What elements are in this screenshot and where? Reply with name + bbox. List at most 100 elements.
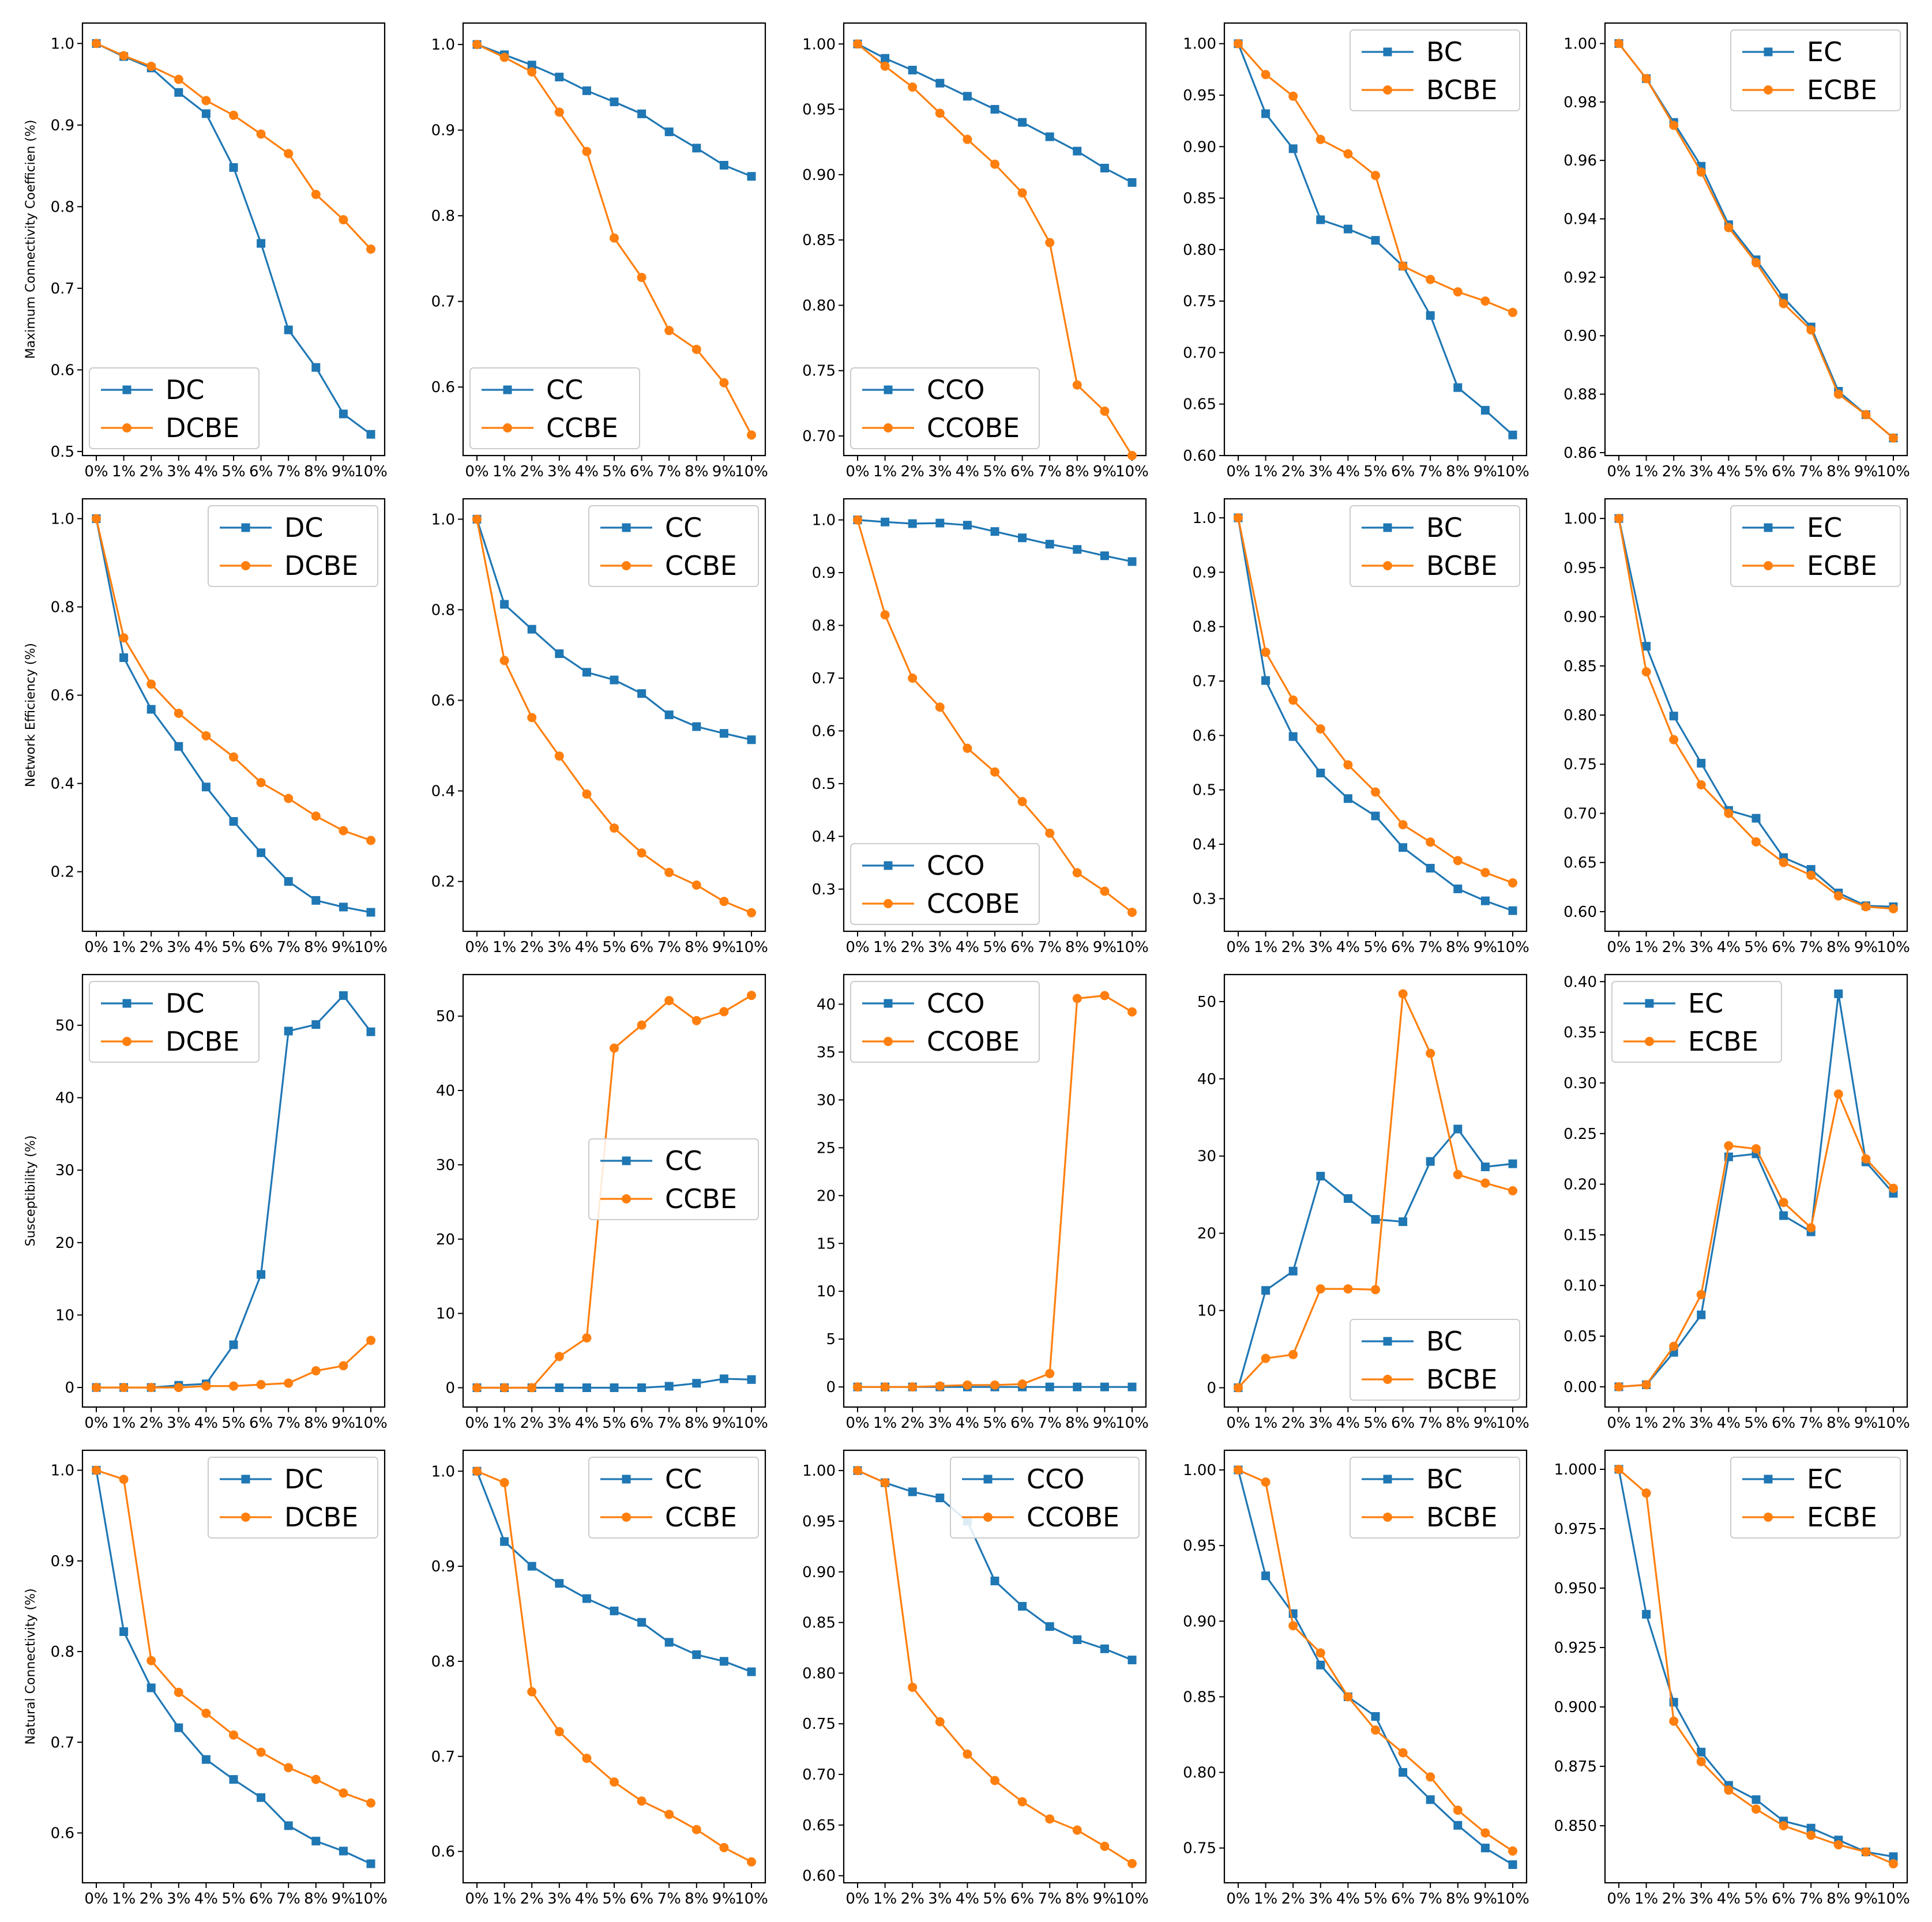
data-point bbox=[747, 430, 756, 440]
y-tick-label: 0.6 bbox=[431, 1844, 455, 1861]
x-tick-label: 7% bbox=[657, 463, 681, 480]
data-point bbox=[1017, 188, 1027, 198]
y-tick-label: 0.7 bbox=[812, 670, 836, 687]
y-tick-label: 0.94 bbox=[1563, 211, 1597, 228]
y-tick-label: 0.8 bbox=[51, 599, 74, 616]
y-tick-label: 0.9 bbox=[51, 1553, 74, 1570]
series-ccbe bbox=[472, 514, 756, 917]
x-tick-label: 3% bbox=[1309, 939, 1332, 956]
x-tick-label: 7% bbox=[657, 939, 681, 956]
data-point bbox=[881, 517, 890, 526]
y-tick-label: 0.9 bbox=[51, 117, 74, 134]
x-tick-label: 5% bbox=[602, 463, 626, 480]
data-point bbox=[146, 1656, 156, 1665]
legend-label: BC bbox=[1426, 1326, 1463, 1357]
x-tick-label: 8% bbox=[1446, 1415, 1469, 1432]
data-point bbox=[1398, 820, 1408, 830]
y-tick-label: 1.0 bbox=[812, 512, 836, 529]
legend-label: BC bbox=[1426, 36, 1463, 67]
data-point bbox=[339, 902, 348, 912]
x-tick-label: 6% bbox=[1010, 939, 1034, 956]
data-point bbox=[1833, 1840, 1843, 1850]
x-tick-label: 3% bbox=[1689, 939, 1713, 956]
data-point bbox=[1371, 1712, 1380, 1721]
data-point bbox=[311, 363, 321, 372]
data-point bbox=[366, 908, 375, 917]
x-tick-label: 1% bbox=[493, 1415, 516, 1432]
data-point bbox=[146, 705, 156, 714]
legend-label: CC bbox=[665, 1464, 702, 1495]
data-point bbox=[1508, 307, 1517, 317]
data-point bbox=[257, 1270, 266, 1279]
series-ecbe bbox=[1614, 1089, 1898, 1391]
data-point bbox=[284, 1763, 294, 1773]
y-tick-label: 1.0 bbox=[431, 36, 455, 54]
x-tick-label: 3% bbox=[928, 1415, 952, 1432]
data-point bbox=[853, 1466, 862, 1476]
data-point bbox=[582, 1594, 591, 1603]
data-point bbox=[311, 1774, 321, 1784]
data-point bbox=[1315, 134, 1325, 144]
y-tick-label: 10 bbox=[817, 1283, 836, 1300]
data-point bbox=[284, 149, 294, 159]
x-tick-label: 5% bbox=[983, 1415, 1006, 1432]
data-point bbox=[935, 702, 945, 712]
circle-marker-icon bbox=[122, 1037, 131, 1046]
series-ccobe bbox=[853, 991, 1137, 1392]
data-point bbox=[366, 244, 375, 254]
y-tick-label: 30 bbox=[55, 1162, 74, 1179]
x-tick-label: 0% bbox=[465, 1890, 488, 1908]
data-point bbox=[719, 1007, 729, 1017]
series-bcbe bbox=[1234, 513, 1517, 888]
data-point bbox=[1697, 1747, 1706, 1756]
data-point bbox=[284, 1821, 293, 1830]
x-tick-label: 4% bbox=[194, 1415, 218, 1432]
series-ecbe bbox=[1614, 514, 1898, 913]
data-point bbox=[637, 1618, 646, 1627]
y-axis-label: Natural Connectivity (%) bbox=[24, 1588, 38, 1744]
y-tick-label: 15 bbox=[817, 1235, 836, 1253]
x-tick-label: 2% bbox=[140, 463, 163, 480]
data-point bbox=[1834, 989, 1843, 998]
x-tick-label: 10% bbox=[1496, 1890, 1529, 1908]
data-point bbox=[1018, 118, 1027, 127]
data-point bbox=[339, 1846, 348, 1856]
x-tick-label: 0% bbox=[84, 939, 108, 956]
x-tick-label: 3% bbox=[1309, 1415, 1332, 1432]
x-tick-label: 7% bbox=[657, 1415, 681, 1432]
data-point bbox=[1127, 451, 1137, 460]
x-tick-label: 4% bbox=[194, 1890, 218, 1908]
subplot-r3-c4: 0% 1% 2% 3% 4% 5% 6% 7% 8% 9%10% 0.850 0.875 0.900 0.… bbox=[1554, 1449, 1910, 1908]
y-tick-label: 0.850 bbox=[1554, 1818, 1597, 1835]
x-tick-label: 2% bbox=[1662, 1415, 1686, 1432]
data-point bbox=[500, 1537, 509, 1546]
series-dcbe bbox=[92, 514, 375, 845]
data-point bbox=[1861, 1154, 1871, 1164]
data-point bbox=[311, 1020, 321, 1029]
x-tick-label: 5% bbox=[221, 939, 245, 956]
x-tick-label: 10% bbox=[1115, 1890, 1149, 1908]
x-tick-label: 1% bbox=[1634, 1415, 1658, 1432]
y-tick-label: 0.65 bbox=[802, 1817, 836, 1834]
x-tick-label: 6% bbox=[249, 1890, 273, 1908]
y-tick-label: 1.00 bbox=[1563, 35, 1597, 52]
x-tick-label: 9% bbox=[1854, 1415, 1878, 1432]
data-point bbox=[908, 519, 917, 528]
data-point bbox=[229, 1381, 238, 1391]
data-point bbox=[472, 1466, 482, 1476]
data-point bbox=[472, 514, 482, 524]
y-tick-label: 0.8 bbox=[812, 618, 836, 635]
data-point bbox=[1045, 540, 1054, 549]
data-point bbox=[664, 867, 674, 877]
data-point bbox=[554, 1727, 564, 1736]
data-point bbox=[1398, 989, 1408, 999]
circle-marker-icon bbox=[884, 1037, 893, 1046]
data-point bbox=[1100, 164, 1109, 173]
x-tick-label: 5% bbox=[1744, 463, 1768, 480]
data-point bbox=[201, 783, 211, 792]
data-point bbox=[1398, 261, 1408, 271]
y-tick-label: 0 bbox=[65, 1379, 74, 1397]
y-tick-label: 50 bbox=[55, 1017, 74, 1035]
data-point bbox=[311, 811, 321, 821]
x-tick-label: 7% bbox=[1799, 1415, 1823, 1432]
